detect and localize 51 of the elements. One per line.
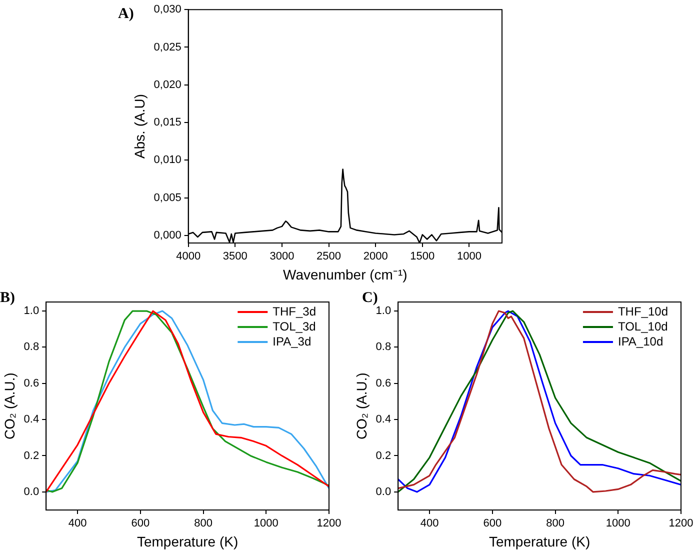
x-tick-label: 3500 [222, 250, 248, 263]
x-tick-label: 1500 [410, 250, 435, 263]
y-tick-label: 0,030 [154, 4, 182, 16]
x-axis-title: Temperature (K) [488, 533, 590, 550]
x-tick-label: 800 [194, 518, 212, 530]
legend-label: THF_3d [272, 304, 316, 318]
y-axis-title: CO₂ (A.U.) [1, 372, 18, 440]
legend-label: IPA_3d [272, 334, 312, 348]
y-tick-label: 0,005 [154, 192, 182, 204]
y-tick-label: 1.0 [376, 305, 392, 318]
y-tick-label: 0.4 [376, 414, 392, 426]
y-tick-label: 0.8 [24, 341, 40, 354]
x-tick-label: 600 [131, 518, 150, 530]
chart-title: B) [0, 290, 15, 307]
x-axis-title: Temperature (K) [136, 533, 238, 550]
y-tick-label: 0,000 [154, 230, 182, 242]
y-tick-label: 0.2 [376, 450, 392, 462]
x-tick-label: 400 [420, 518, 439, 530]
y-tick-label: 0.4 [24, 414, 40, 426]
chart-title: A) [118, 6, 134, 23]
y-tick-label: 0,025 [154, 41, 182, 54]
y-tick-label: 0.0 [24, 486, 40, 498]
y-axis-title: CO₂ (A.U.) [353, 372, 370, 440]
legend-label: TOL_3d [272, 319, 316, 334]
x-axis-title: Wavenumber (cm⁻¹) [283, 266, 408, 282]
x-tick-label: 800 [546, 518, 564, 530]
x-tick-label: 4000 [176, 250, 201, 263]
chart-title: C) [362, 290, 378, 306]
y-tick-label: 0.0 [376, 486, 392, 498]
x-tick-label: 1000 [606, 518, 630, 530]
y-tick-label: 0.6 [376, 377, 392, 390]
x-tick-label: 1200 [668, 518, 694, 530]
x-tick-label: 3000 [270, 250, 294, 263]
y-tick-label: 0,020 [154, 78, 182, 91]
x-tick-label: 1000 [254, 518, 278, 530]
x-tick-label: 2500 [316, 250, 342, 263]
y-tick-label: 1.0 [24, 305, 40, 318]
x-tick-label: 2000 [363, 250, 388, 263]
y-tick-label: 0.6 [24, 377, 40, 390]
y-tick-label: 0.8 [376, 341, 392, 354]
x-tick-label: 600 [483, 518, 502, 530]
legend-label: THF_10d [618, 304, 668, 318]
legend-label: IPA_10d [618, 334, 664, 348]
y-axis-title: Abs. (A.U) [131, 94, 148, 159]
y-tick-label: 0.2 [24, 450, 40, 462]
legend-label: TOL_10d [618, 319, 668, 334]
x-tick-label: 1000 [456, 250, 482, 263]
y-tick-label: 0,010 [154, 154, 182, 166]
y-tick-label: 0,015 [154, 116, 182, 129]
x-tick-label: 400 [68, 518, 87, 530]
x-tick-label: 1200 [316, 518, 342, 530]
